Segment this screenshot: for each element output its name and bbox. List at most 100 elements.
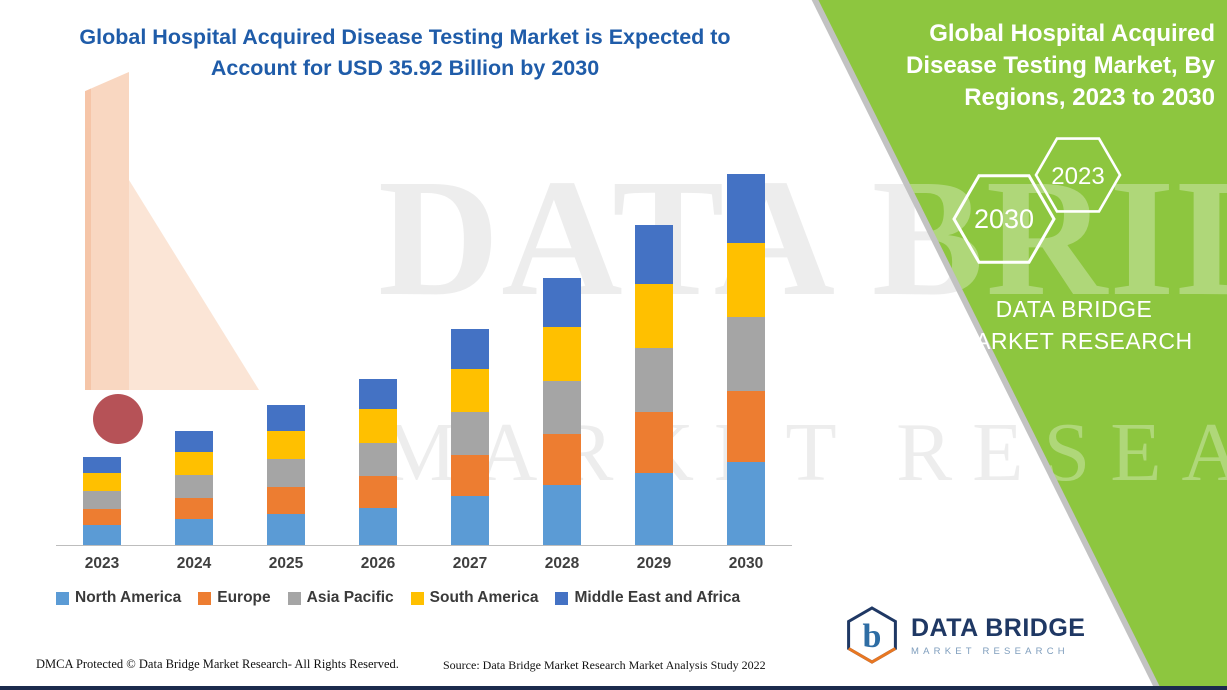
hexagon-2023-icon [1034,137,1122,213]
copyright-text: DMCA Protected © Data Bridge Market Rese… [36,657,399,671]
brand-line1: DATA BRIDGE MARKET [955,296,1153,354]
legend-swatch-middle-east-africa [555,591,569,605]
bar-segment-europe [451,455,489,497]
bar-stack-2023 [83,457,121,545]
legend-swatch-europe [198,591,212,605]
bar-segment-middle-east-and-africa [359,378,397,410]
bar-segment-asia-pacific [359,442,397,477]
bar-segment-europe [267,487,305,514]
legend-label-north-america: North America [75,589,182,606]
bar-segment-north-america [451,496,489,545]
hexagon-2030-icon [952,174,1056,264]
logo-subtitle: MARKET RESEARCH [911,645,1069,657]
bar-segment-middle-east-and-africa [727,173,765,243]
x-axis-label-2030: 2030 [728,555,764,572]
legend-item-north-america: North America [56,589,181,607]
bar-segment-asia-pacific [83,491,121,509]
bar-column-2028 [516,173,608,545]
brand-line2: RESEARCH [1060,327,1193,354]
bar-stack-2030 [727,173,765,545]
bar-column-2024 [148,173,240,545]
bar-segment-south-america [175,452,213,476]
bar-chart-area: 2023 2024 2025 2026 2027 2028 2029 2030 [56,173,792,573]
legend-swatch-asia-pacific [287,591,301,605]
bar-segment-north-america [83,525,121,545]
x-axis-label-2029: 2029 [636,555,672,572]
hexagon-2023-label: 2023 [1051,163,1104,190]
bar-segment-middle-east-and-africa [175,431,213,453]
bar-column-2025 [240,173,332,545]
bar-segment-south-america [635,283,673,348]
bar-segment-north-america [359,507,397,545]
bar-segment-south-america [83,473,121,492]
bar-segment-south-america [727,242,765,317]
legend-label-south-america: South America [429,589,539,606]
dbmr-logo: b DATA BRIDGE MARKET RESEARCH [843,604,1085,666]
bar-column-2026 [332,173,424,545]
legend-swatch-south-america [410,591,424,605]
bar-segment-south-america [359,409,397,443]
chart-title-line2: Account for USD 35.92 Billion by 2030 [210,56,600,81]
bar-segment-europe [83,508,121,526]
bar-column-2023 [56,173,148,545]
bar-column-2029 [608,173,700,545]
bar-segment-asia-pacific [543,380,581,435]
bar-stack-2029 [635,224,673,545]
bar-segment-europe [175,497,213,520]
hexagon-2030-label: 2030 [974,204,1034,234]
bar-segment-middle-east-and-africa [267,405,305,432]
x-axis-label-2027: 2027 [452,555,488,572]
bar-segment-north-america [267,513,305,545]
bar-segment-north-america [635,472,673,545]
bar-segment-asia-pacific [727,316,765,391]
bar-chart-plot [56,173,792,546]
logo-name: DATA BRIDGE [911,613,1086,642]
chart-legend: North America Europe Asia Pacific South … [56,589,801,607]
bar-segment-europe [635,412,673,473]
legend-item-south-america: South America [410,589,539,607]
legend-label-middle-east-africa: Middle East and Africa [574,589,741,606]
bar-segment-north-america [727,461,765,545]
bar-segment-asia-pacific [451,412,489,456]
brand-wordmark: DATA BRIDGE MARKET RESEARCH [949,294,1199,357]
x-axis-label-2026: 2026 [360,555,396,572]
bar-segment-middle-east-and-africa [543,277,581,328]
dbmr-logo-hexagon-icon: b [847,606,897,664]
bar-stack-2026 [359,378,397,545]
year-hexagons: 2030 2023 [952,137,1122,264]
x-axis-labels: 2023 2024 2025 2026 2027 2028 2029 2030 [56,555,792,573]
bar-segment-north-america [175,519,213,545]
bar-segment-asia-pacific [635,347,673,413]
bar-segment-south-america [451,369,489,413]
chart-title-line1: Global Hospital Acquired Disease Testing… [79,25,731,49]
bar-segment-europe [727,391,765,462]
bar-segment-south-america [543,327,581,381]
bar-stack-2028 [543,277,581,545]
x-axis-label-2023: 2023 [84,555,120,572]
bar-segment-middle-east-and-africa [451,329,489,370]
source-text: Source: Data Bridge Market Research Mark… [443,658,766,672]
bar-segment-middle-east-and-africa [83,457,121,474]
x-axis-label-2028: 2028 [544,555,580,572]
bar-stack-2027 [451,329,489,545]
legend-item-middle-east-africa: Middle East and Africa [555,589,740,607]
bar-segment-middle-east-and-africa [635,224,673,284]
bar-segment-south-america [267,431,305,460]
bar-segment-europe [543,434,581,485]
dbmr-logo-letter: b [863,618,882,655]
bar-segment-asia-pacific [175,475,213,498]
x-axis-label-2024: 2024 [176,555,212,572]
right-panel-title: Global Hospital Acquired Disease Testing… [905,20,1215,111]
bar-column-2030 [700,173,792,545]
legend-label-europe: Europe [217,589,271,606]
bar-segment-europe [359,476,397,508]
legend-item-europe: Europe [198,589,271,607]
chart-title: Global Hospital Acquired Disease Testing… [30,22,780,84]
bar-column-2027 [424,173,516,545]
bar-stack-2025 [267,405,305,545]
bar-segment-asia-pacific [267,459,305,488]
legend-item-asia-pacific: Asia Pacific [287,589,394,607]
bar-segment-north-america [543,484,581,545]
b-watermark-bar-icon [85,72,129,390]
